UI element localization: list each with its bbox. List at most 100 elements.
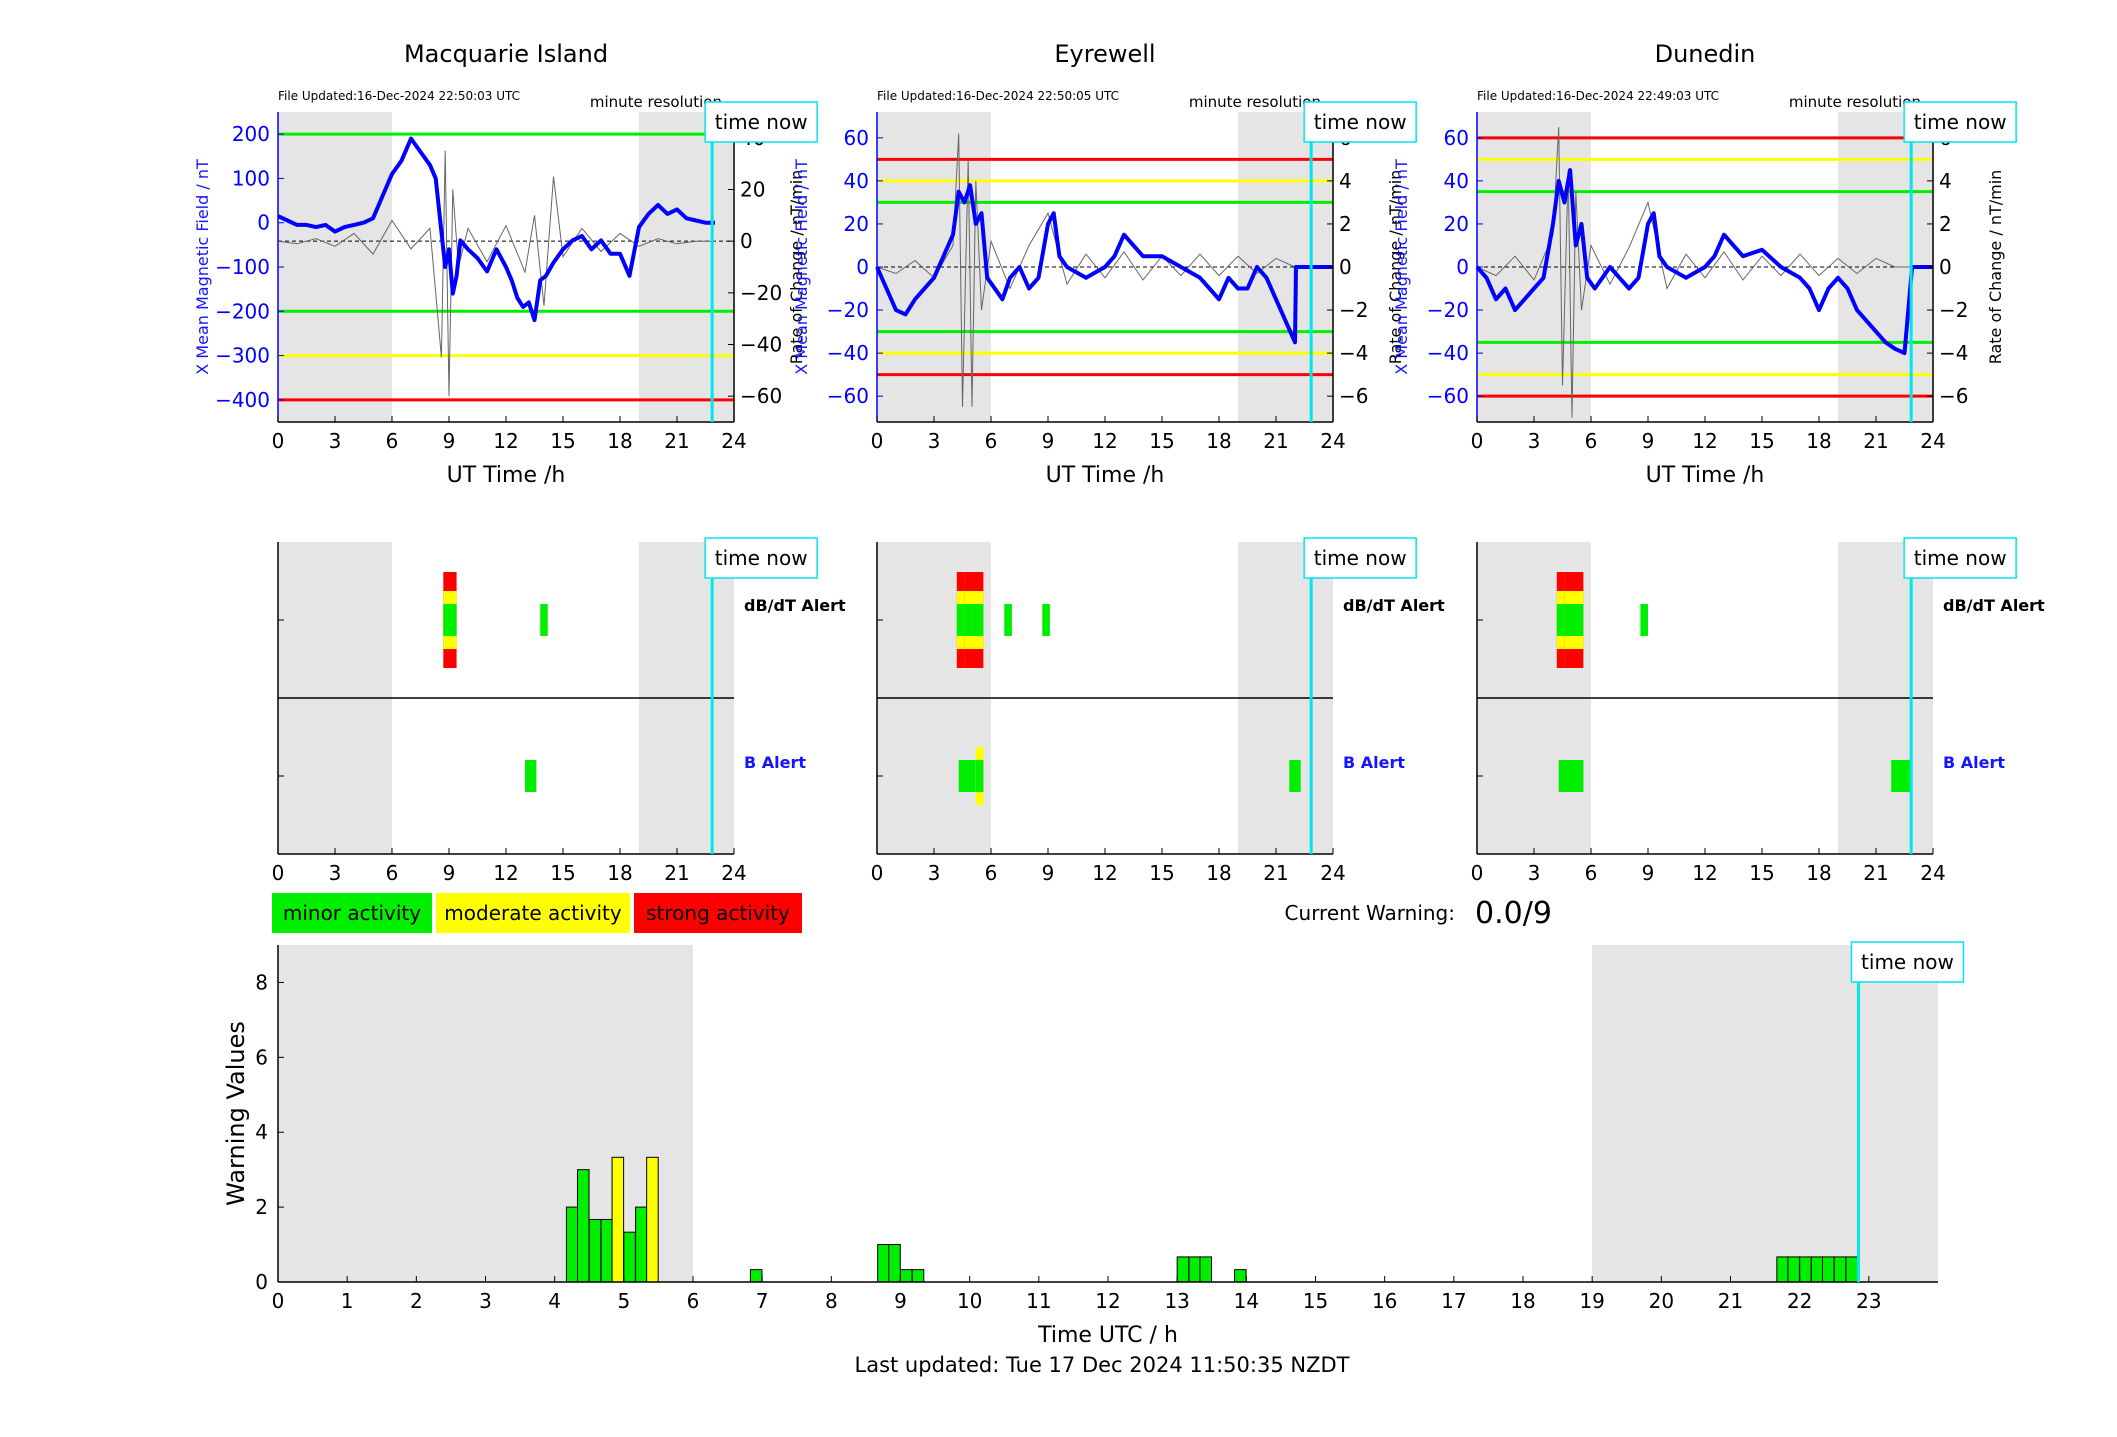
x-tick-label: 18 — [607, 429, 632, 453]
x-tick-label: 2 — [410, 1289, 423, 1313]
x-tick-label: 23 — [1856, 1289, 1881, 1313]
x-tick-label: 24 — [721, 861, 746, 885]
x-tick-label: 3 — [928, 429, 941, 453]
minor-legend-swatch — [272, 893, 432, 933]
time-now-label: time now — [715, 546, 808, 570]
y-left-tick-label: −40 — [1427, 341, 1469, 365]
x-tick-label: 18 — [1806, 429, 1831, 453]
warning-bar — [623, 1231, 636, 1283]
x-tick-label: 12 — [493, 429, 518, 453]
rate-of-change-series — [1476, 127, 1914, 418]
current-warning: Current Warning: 0.0/9 — [1285, 896, 1552, 931]
x-tick-label: 12 — [493, 861, 518, 885]
x-tick-label: 6 — [386, 429, 399, 453]
x-tick-label: 15 — [1749, 429, 1774, 453]
dbdt-alert-minor-mark — [1640, 604, 1648, 636]
warning-bar — [600, 1218, 614, 1283]
x-tick-label: 10 — [957, 1289, 982, 1313]
station-title: Eyrewell — [1054, 40, 1155, 68]
b-alert-label: B Alert — [1343, 753, 1405, 772]
x-tick-label: 15 — [550, 861, 575, 885]
file-updated-text: File Updated:16-Dec-2024 22:49:03 UTC — [1477, 89, 1719, 103]
y-right-tick-label: 4 — [1939, 169, 1952, 193]
station-title: Macquarie Island — [404, 40, 608, 68]
x-tick-label: 13 — [1164, 1289, 1189, 1313]
y-right-tick-label: −4 — [1939, 341, 1968, 365]
last-updated-text: Last updated: Tue 17 Dec 2024 11:50:35 N… — [855, 1353, 1350, 1377]
x-tick-label: 12 — [1692, 429, 1717, 453]
moderate-legend-label: moderate activity — [444, 901, 622, 925]
y-right-tick-label: 4 — [1339, 169, 1352, 193]
warning-bar — [1776, 1256, 1789, 1283]
y-axis-label: Warning Values — [222, 1021, 250, 1206]
warning-bar — [611, 1156, 625, 1283]
warning-bar — [1787, 1256, 1800, 1283]
x-tick-label: 7 — [756, 1289, 769, 1313]
x-tick-label: 5 — [617, 1289, 630, 1313]
x-tick-label: 0 — [272, 861, 285, 885]
x-tick-label: 8 — [825, 1289, 838, 1313]
warning-bar — [576, 1169, 590, 1283]
time-now-label: time now — [715, 110, 808, 134]
x-tick-label: 9 — [443, 861, 456, 885]
time-now-box — [704, 537, 818, 579]
alert-panel-1: dB/dT Alert B Alert 0 3 6 9 12 15 18 21 24 time now — [871, 537, 1445, 885]
dbdt-alert-minor-mark — [1564, 604, 1572, 636]
rate-of-change-series — [277, 150, 715, 397]
y-right-axis-label: Rate of Change / nT/min — [787, 170, 806, 365]
x-tick-label: 15 — [1149, 429, 1174, 453]
alert-panel-2: dB/dT Alert B Alert 0 3 6 9 12 15 18 21 24 time now — [1471, 537, 2045, 885]
current-warning-value: 0.0/9 — [1475, 896, 1552, 931]
b-alert-minor-mark — [525, 760, 537, 792]
x-tick-label: 18 — [1510, 1289, 1535, 1313]
y-left-tick-label: −20 — [1427, 298, 1469, 322]
x-axis-label: Time UTC / h — [1037, 1323, 1178, 1348]
x-tick-label: 15 — [1749, 861, 1774, 885]
y-left-tick-label: 0 — [1456, 255, 1469, 279]
y-right-tick-label: −40 — [740, 333, 782, 357]
x-tick-label: 0 — [1471, 861, 1484, 885]
x-tick-label: 3 — [1528, 861, 1541, 885]
x-axis-label: UT Time /h — [447, 463, 566, 488]
x-tick-label: 20 — [1649, 1289, 1674, 1313]
dbdt-alert-minor-mark — [1042, 604, 1050, 636]
y-left-tick-label: −200 — [215, 299, 270, 323]
magnetometer-panel-1: Eyrewell File Updated:16-Dec-2024 22:50:0… — [792, 40, 1417, 488]
time-now-label: time now — [1914, 110, 2007, 134]
b-alert-minor-mark — [1289, 760, 1301, 792]
y-right-tick-label: −2 — [1339, 298, 1368, 322]
x-tick-label: 17 — [1441, 1289, 1466, 1313]
y-left-tick-label: 40 — [844, 169, 869, 193]
resolution-text: minute resolution — [590, 93, 722, 111]
y-tick-label: 6 — [255, 1045, 268, 1069]
y-right-tick-label: 2 — [1939, 212, 1952, 236]
b-alert-minor-mark — [1891, 760, 1913, 792]
x-tick-label: 11 — [1026, 1289, 1051, 1313]
time-now-label: time now — [1914, 546, 2007, 570]
warning-bar — [1821, 1256, 1835, 1283]
x-tick-label: 6 — [386, 861, 399, 885]
warning-bar — [888, 1244, 901, 1283]
x-tick-label: 24 — [1320, 861, 1345, 885]
y-left-tick-label: −40 — [827, 341, 869, 365]
x-tick-label: 9 — [894, 1289, 907, 1313]
b-alert-minor-mark — [958, 760, 976, 792]
magnetic-field-series — [277, 136, 715, 323]
y-left-axis-label: X Mean Magnetic Field / nT — [792, 159, 811, 375]
magnetic-field-series — [875, 183, 1333, 345]
y-left-tick-label: −400 — [215, 388, 270, 412]
x-tick-label: 12 — [1092, 429, 1117, 453]
warning-bar — [900, 1269, 913, 1283]
x-tick-label: 12 — [1095, 1289, 1120, 1313]
time-now-box — [1850, 941, 1965, 983]
x-tick-label: 15 — [550, 429, 575, 453]
file-updated-text: File Updated:16-Dec-2024 22:50:05 UTC — [877, 89, 1119, 103]
night-shading — [278, 112, 392, 422]
x-tick-label: 0 — [272, 429, 285, 453]
dbdt-alert-label: dB/dT Alert — [1943, 596, 2045, 615]
y-left-tick-label: −60 — [1427, 384, 1469, 408]
time-now-box — [1303, 537, 1417, 579]
x-tick-label: 21 — [1863, 861, 1888, 885]
dbdt-alert-minor-mark — [1004, 604, 1012, 636]
x-tick-label: 3 — [1528, 429, 1541, 453]
